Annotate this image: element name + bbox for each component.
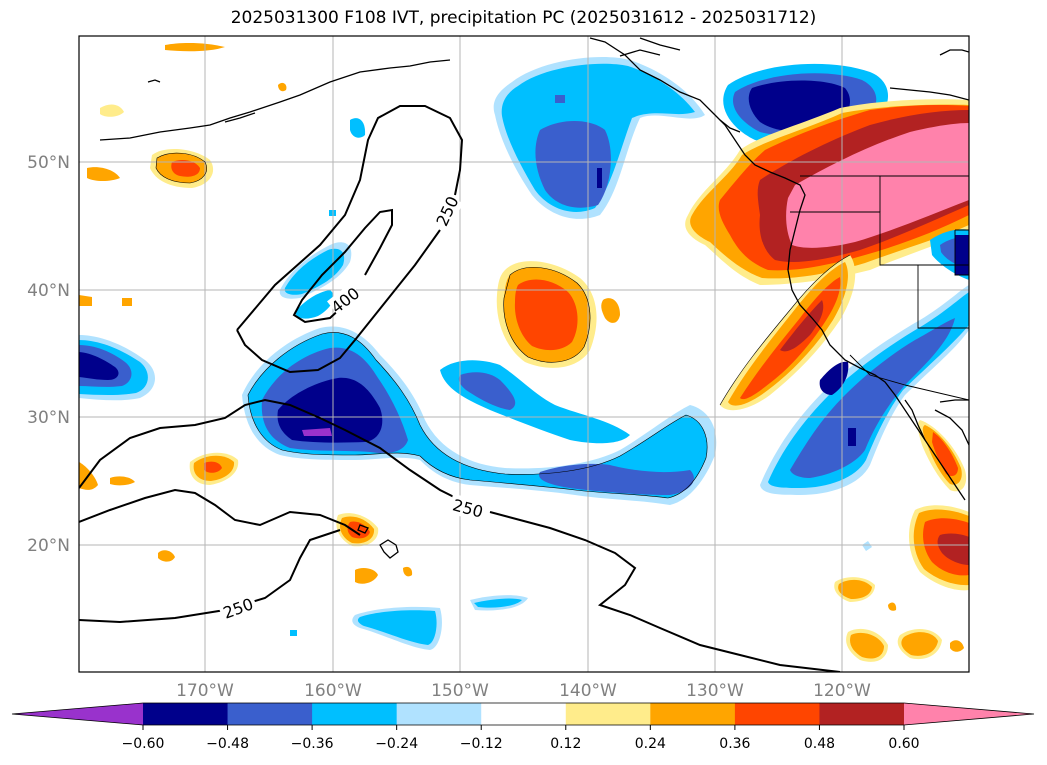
colorbar-segment (143, 703, 229, 725)
colorbar-extend-high (904, 703, 1034, 725)
positive-anomaly-central (496, 261, 620, 368)
colorbar-tick-label: 0.24 (635, 736, 666, 752)
colorbar-segment (734, 703, 820, 725)
colorbar-tick-label: −0.24 (375, 736, 418, 752)
precipitation-field (79, 36, 969, 672)
negative-anomaly-scattered (290, 95, 872, 650)
colorbar-tick-label: 0.12 (550, 736, 581, 752)
ivt-contour-250-north (236, 105, 464, 331)
lat-label-40n: 40°N (27, 281, 70, 301)
coastlines (99, 37, 969, 559)
negative-anomaly-subtropical-band (242, 326, 717, 505)
ivt-contours (79, 105, 841, 672)
lon-label-160w: 160°W (304, 681, 362, 701)
ivt-contour-250-south-b (79, 529, 341, 624)
lon-label-150w: 150°W (431, 681, 489, 701)
colorbar-segment (650, 703, 736, 725)
ivt-contour-250-north-lower (236, 229, 441, 374)
ivt-contour-250-south-a (79, 488, 361, 536)
lon-label-140w: 140°W (559, 681, 617, 701)
negative-anomaly-west-edge (79, 335, 156, 401)
colorbar-segment (819, 703, 905, 725)
colorbar-tick-label: 0.48 (804, 736, 835, 752)
colorbar-segment (396, 703, 482, 725)
colorbar-segment (312, 703, 398, 725)
latitude-labels: 50°N 40°N 30°N 20°N (27, 153, 70, 556)
colorbar-segment (481, 703, 567, 725)
positive-anomaly-scattered (79, 42, 969, 662)
colorbar-segment (565, 703, 651, 725)
colorbar-tick-label: −0.48 (206, 736, 249, 752)
lon-label-130w: 130°W (686, 681, 744, 701)
lon-label-120w: 120°W (813, 681, 871, 701)
ivt-contour-400 (292, 208, 393, 324)
political-borders (790, 175, 969, 401)
feature-outlines (155, 152, 851, 499)
colorbar-tick-label: −0.12 (460, 736, 503, 752)
lat-label-20n: 20°N (27, 536, 70, 556)
colorbar-tick-label: −0.60 (122, 736, 165, 752)
lon-label-170w: 170°W (176, 681, 234, 701)
colorbar-tick-label: −0.36 (291, 736, 334, 752)
positive-anomaly-pacific-northwest (685, 99, 969, 285)
lat-label-50n: 50°N (27, 153, 70, 173)
longitude-labels: 170°W 160°W 150°W 140°W 130°W 120°W (176, 681, 871, 701)
lat-label-30n: 30°N (27, 408, 70, 428)
colorbar-tick-label: 0.60 (888, 736, 919, 752)
ivt-contour-250-middle (79, 398, 461, 501)
colorbar-extend-low (12, 703, 143, 725)
map-frame (78, 35, 970, 673)
negative-anomaly-gulf-of-alaska (493, 56, 705, 219)
colorbar-tick-label: 0.36 (719, 736, 750, 752)
ivt-contour-250-middle-east (489, 511, 841, 672)
colorbar: −0.60 −0.48 −0.36 −0.24 −0.12 0.12 0.24 0.36 0.4… (11, 702, 1035, 752)
positive-anomaly-california-coast (720, 255, 856, 411)
negative-anomaly-southwest (760, 229, 969, 495)
colorbar-segment (227, 703, 313, 725)
map-title: 2025031300 F108 IVT, precipitation PC (2… (230, 8, 817, 28)
